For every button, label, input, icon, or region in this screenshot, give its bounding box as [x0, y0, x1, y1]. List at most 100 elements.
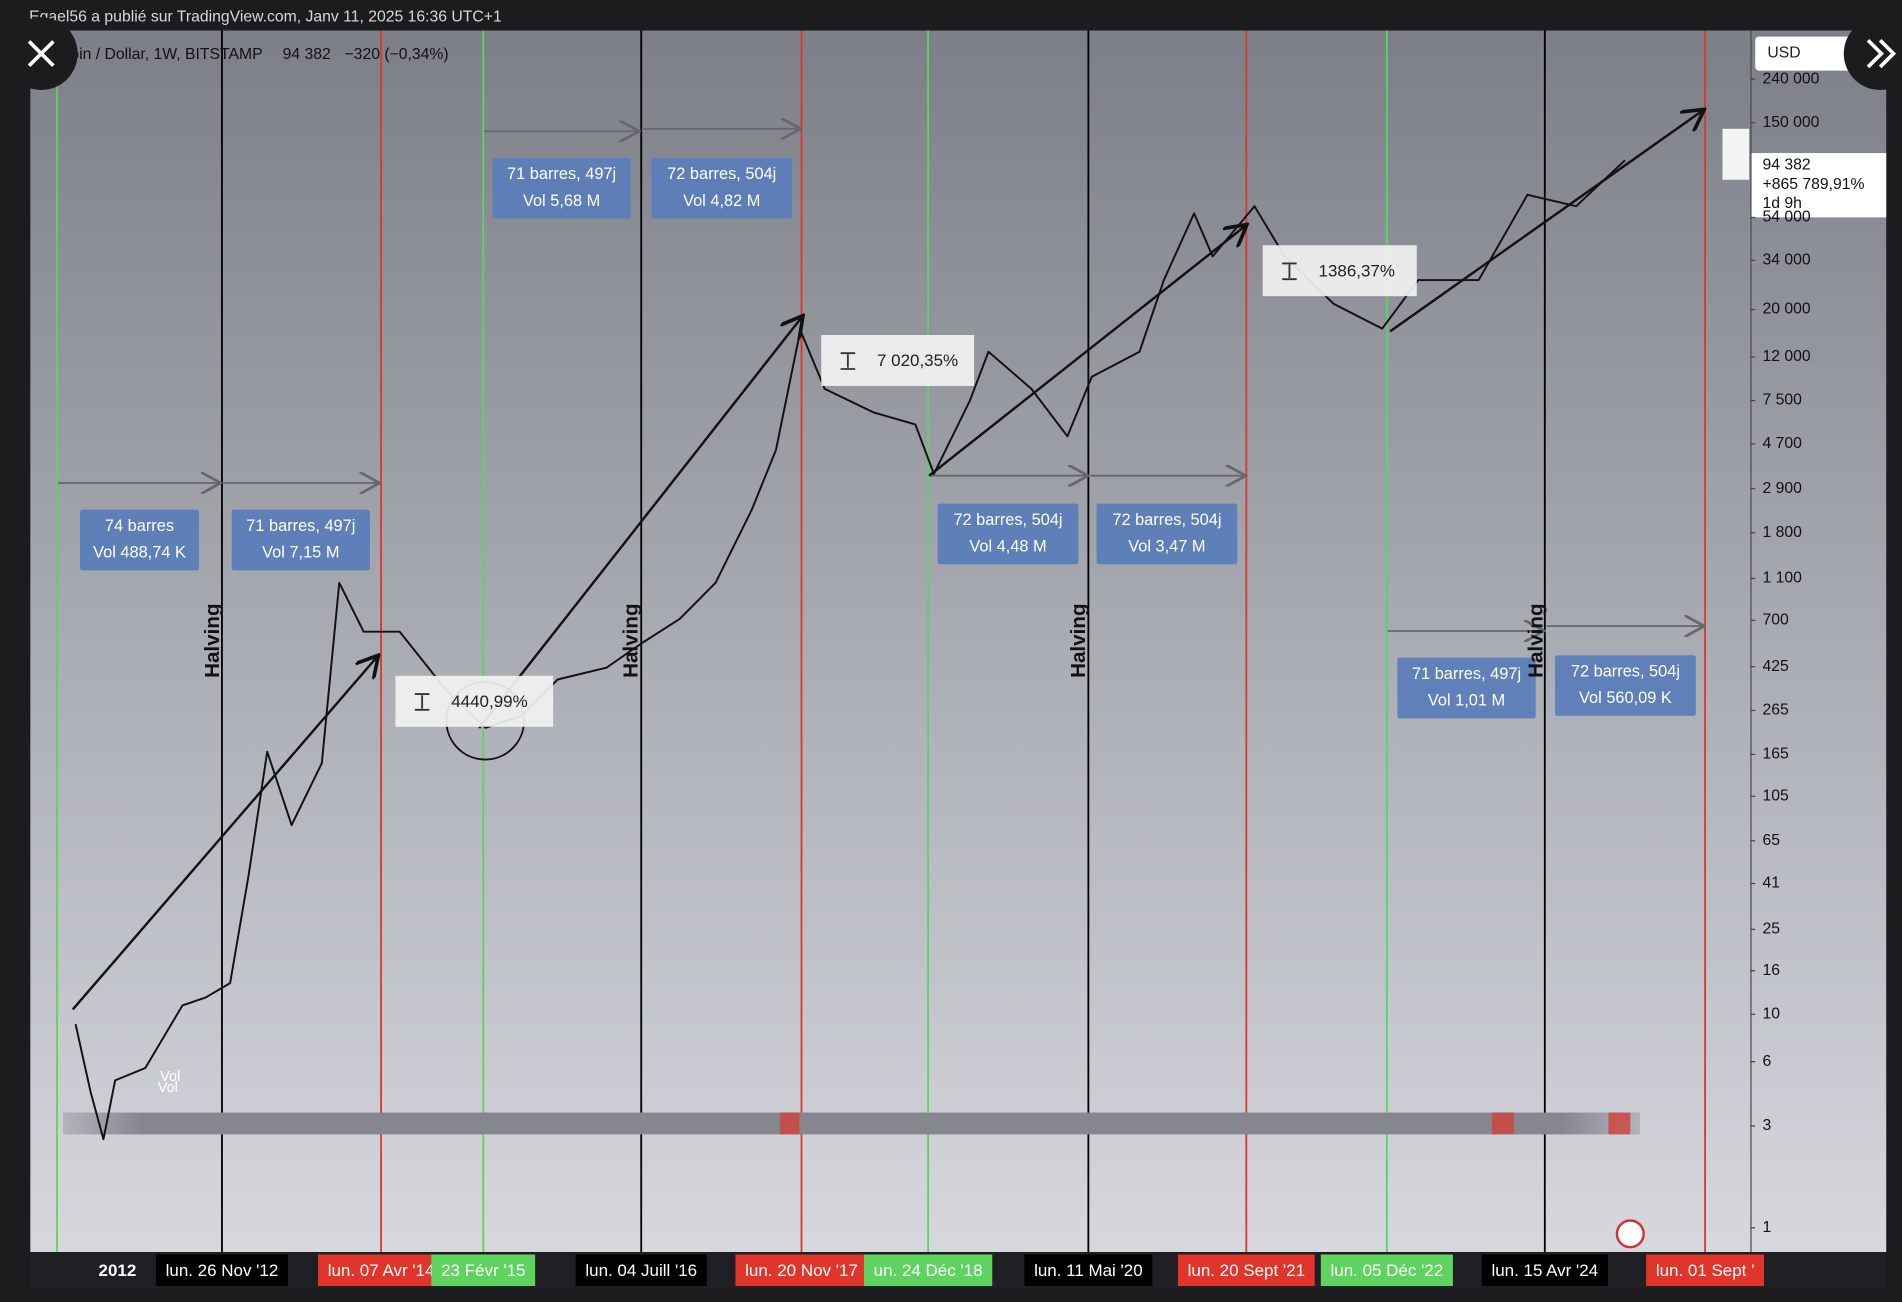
measure-text: 74 barres [105, 517, 174, 535]
x-tick-label: lun. 11 Mai '20 [1034, 1261, 1143, 1280]
y-tick-label: 7 500 [1763, 392, 1803, 409]
x-tick-label: 2012 [99, 1261, 137, 1280]
y-tick-label: 4 700 [1763, 435, 1803, 452]
measure-box [1555, 655, 1696, 716]
measure-text: Vol 3,47 M [1128, 538, 1205, 556]
x-tick-label: lun. 20 Nov '17 [745, 1261, 858, 1280]
y-tick-label: 240 000 [1763, 70, 1820, 87]
volume-bar [63, 1112, 1640, 1135]
price-label: 1d 9h [1763, 195, 1802, 212]
volume-spike [1492, 1112, 1514, 1135]
measure-text: 71 barres, 497j [1412, 665, 1521, 683]
measure-box [231, 509, 370, 571]
expand-icon[interactable] [1866, 38, 1897, 69]
volume-spike [1608, 1112, 1631, 1135]
x-tick-background [431, 1254, 536, 1287]
percent-box [821, 335, 975, 386]
y-tick-label: 10 [1763, 1005, 1781, 1022]
y-tick-label: 700 [1763, 612, 1790, 629]
volume-label: Vol [158, 1080, 178, 1096]
y-tick-label: 2 900 [1763, 480, 1803, 497]
flag-icon [1615, 1219, 1645, 1249]
measure-text: 72 barres, 504j [667, 165, 776, 183]
x-tick-background [735, 1254, 868, 1287]
range-arrows [58, 129, 1704, 631]
y-tick-label: 1 100 [1763, 570, 1803, 587]
x-tick-background [155, 1254, 288, 1287]
x-tick-background [1320, 1254, 1453, 1287]
x-tick-label: 23 Févr '15 [441, 1261, 525, 1280]
x-tick-background [1481, 1254, 1608, 1287]
price-line [74, 159, 1626, 1141]
expand-button[interactable] [1843, 17, 1902, 90]
y-tick-label: 12 000 [1763, 348, 1811, 365]
measure-text: Vol 560,09 K [1579, 689, 1672, 707]
x-tick-background [1646, 1254, 1765, 1287]
x-tick-background [1177, 1254, 1315, 1287]
x-tick-background [1024, 1254, 1153, 1287]
x-tick-label: lun. 01 Sept ' [1656, 1261, 1755, 1280]
y-tick-label: 16 [1763, 962, 1781, 979]
price-label: 94 382 [1763, 156, 1811, 173]
price-change: −320 (−0,34%) [344, 46, 448, 63]
measure-text: Vol 7,15 M [262, 544, 339, 562]
y-tick-label: 3 [1763, 1117, 1772, 1134]
y-tick-label: 54 000 [1763, 209, 1811, 226]
currency[interactable]: USD [1767, 45, 1800, 62]
publish-header: Egael56 a publié sur TradingView.com, Ja… [29, 8, 502, 25]
percent-box [1262, 245, 1417, 297]
measure-box [651, 157, 793, 219]
halving-label: Halving [619, 603, 642, 677]
x-tick-background [318, 1254, 445, 1287]
measure-text: 71 barres, 497j [507, 165, 616, 183]
x-tick-label: lun. 26 Nov '12 [166, 1261, 279, 1280]
measure-text: 72 barres, 504j [953, 511, 1062, 529]
measure-box [1096, 503, 1238, 565]
trend-arrows [71, 109, 1704, 1011]
trend-arrow [71, 655, 379, 1011]
percent-label: 4440,99% [451, 692, 527, 711]
y-tick-label: 1 800 [1763, 524, 1803, 541]
x-tick-label: lun. 15 Avr '24 [1491, 1261, 1598, 1280]
y-tick-label: 165 [1763, 746, 1790, 763]
trend-arrow [1389, 109, 1704, 333]
currency-box[interactable] [1755, 36, 1867, 71]
x-tick-label: lun. 07 Avr '14 [328, 1261, 435, 1280]
halving-label: Halving [1067, 603, 1090, 677]
price-label: +865 789,91% [1763, 176, 1865, 193]
measure-text: 72 barres, 504j [1571, 663, 1680, 681]
y-tick-label: 41 [1763, 875, 1781, 892]
percent-icon [414, 693, 430, 711]
y-tick-label: 265 [1763, 702, 1790, 719]
last-price: 94 382 [283, 46, 331, 63]
measure-text: Vol 4,82 M [683, 192, 760, 210]
percent-icon [840, 352, 856, 370]
y-tick-label: 425 [1763, 658, 1790, 675]
measure-box [492, 157, 631, 219]
axis-border [1750, 30, 1752, 1253]
y-tick-label: 150 000 [1763, 114, 1820, 131]
close-icon[interactable] [27, 40, 55, 68]
y-tick-label: 34 000 [1763, 252, 1811, 269]
measure-handle [1722, 128, 1750, 180]
trend-arrow [928, 225, 1247, 477]
x-tick-background [863, 1254, 993, 1287]
x-tick-label: lun. 20 Sept '21 [1188, 1261, 1305, 1280]
x-tick-label: lun. 04 Juill '16 [585, 1261, 697, 1280]
x-tick-label: un. 24 Déc '18 [874, 1261, 983, 1280]
price-layer [74, 159, 1626, 1141]
trend-arrow [478, 316, 803, 729]
symbol-title: oin / Dollar, 1W, BITSTAMP [70, 46, 262, 63]
measure-box [80, 509, 199, 571]
x-tick-label: lun. 05 Déc '22 [1331, 1261, 1444, 1280]
volume-label: Vol [160, 1069, 180, 1085]
percent-label: 1386,37% [1319, 261, 1395, 280]
y-tick-label: 6 [1763, 1053, 1772, 1070]
plot-background [30, 30, 1887, 1253]
measure-box [937, 503, 1079, 565]
volume-spike [779, 1112, 800, 1135]
y-tick-label: 1 [1763, 1219, 1772, 1236]
measure-text: 72 barres, 504j [1112, 511, 1221, 529]
